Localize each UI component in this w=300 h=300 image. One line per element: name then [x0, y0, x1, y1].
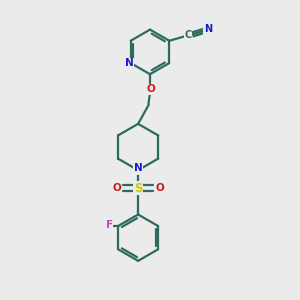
- Text: C: C: [185, 30, 192, 40]
- Text: F: F: [106, 220, 113, 230]
- Text: S: S: [134, 182, 142, 194]
- Text: N: N: [134, 163, 142, 173]
- Text: N: N: [125, 58, 134, 68]
- Text: O: O: [146, 84, 155, 94]
- Text: O: O: [112, 183, 121, 193]
- Text: O: O: [155, 183, 164, 193]
- Text: N: N: [204, 25, 212, 34]
